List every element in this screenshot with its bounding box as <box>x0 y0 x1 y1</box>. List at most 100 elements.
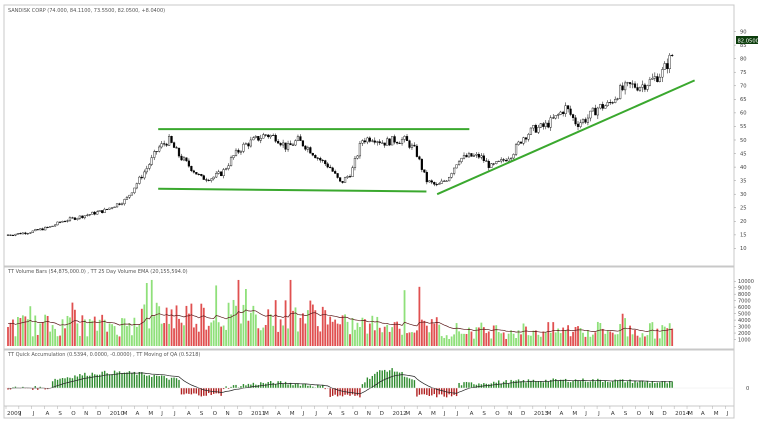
volume-bar <box>86 336 88 346</box>
qa-bar <box>144 375 145 388</box>
qa-bar <box>213 388 214 394</box>
volume-bar <box>282 325 284 346</box>
volume-bar <box>421 320 423 346</box>
qa-bar <box>448 388 449 394</box>
x-tick-label: M <box>123 411 128 417</box>
volume-bar <box>15 336 17 346</box>
qa-bar <box>161 375 162 388</box>
qa-bar <box>235 385 236 388</box>
candle <box>39 228 41 230</box>
x-tick-label: D <box>97 411 101 417</box>
volume-bar <box>329 317 331 346</box>
volume-bar <box>453 334 455 346</box>
x-tick-label: D <box>662 411 666 417</box>
volume-bar <box>59 336 61 346</box>
x-tick-label: J <box>584 411 587 417</box>
qa-bar <box>535 382 536 388</box>
volume-bar <box>314 310 316 346</box>
qa-bar <box>439 388 440 394</box>
qa-bar <box>84 373 85 388</box>
qa-bar <box>295 383 296 388</box>
volume-bar <box>394 322 396 346</box>
qa-bar <box>305 384 306 388</box>
volume-tick-label: 2000 <box>738 331 751 337</box>
volume-bar <box>533 331 535 346</box>
qa-bar <box>605 381 606 388</box>
volume-bar <box>257 328 259 346</box>
volume-bar <box>300 318 302 346</box>
qa-bar <box>505 380 506 388</box>
volume-bar <box>396 322 398 346</box>
x-tick-label: D <box>238 411 242 417</box>
qa-bar <box>280 381 281 388</box>
qa-bar <box>168 380 169 388</box>
qa-bar <box>386 372 387 388</box>
volume-bar <box>632 334 634 346</box>
qa-bar <box>94 374 95 388</box>
volume-bar <box>466 334 468 346</box>
qa-bar <box>624 382 625 388</box>
qa-bar <box>580 381 581 388</box>
qa-bar <box>379 370 380 388</box>
volume-bar <box>17 317 19 346</box>
volume-bar <box>309 301 311 346</box>
qa-bar <box>342 388 343 396</box>
volume-bar <box>34 316 36 346</box>
x-tick-label: J <box>19 411 22 417</box>
volume-bar <box>42 322 44 346</box>
x-tick-label: J <box>726 411 729 417</box>
volume-bar <box>49 332 51 346</box>
candle <box>52 226 54 227</box>
qa-bar <box>429 388 430 396</box>
volume-bar <box>156 303 158 346</box>
qa-panel-frame <box>4 350 734 406</box>
volume-bar <box>84 319 86 346</box>
candle <box>456 165 458 169</box>
volume-bar <box>200 304 202 346</box>
volume-bar <box>666 328 668 346</box>
qa-bar <box>421 388 422 394</box>
volume-bar <box>423 321 425 346</box>
volume-bar <box>62 319 64 346</box>
price-tick-label: 15 <box>740 233 747 239</box>
volume-bar <box>218 322 220 346</box>
volume-tick-label: 7000 <box>738 298 751 304</box>
volume-bar <box>381 332 383 346</box>
qa-bar <box>671 381 672 388</box>
qa-bar <box>106 373 107 388</box>
candle <box>619 84 621 100</box>
volume-bar <box>44 315 46 346</box>
x-tick-label: A <box>187 411 191 417</box>
qa-bar <box>233 385 234 388</box>
qa-bar <box>347 388 348 395</box>
volume-bar <box>461 334 463 346</box>
qa-bar <box>562 380 563 388</box>
volume-bar <box>647 335 649 346</box>
qa-bar <box>570 382 571 388</box>
qa-bar <box>62 378 63 388</box>
qa-bar <box>391 368 392 388</box>
qa-bar <box>82 375 83 388</box>
qa-bar <box>627 381 628 388</box>
candle <box>32 231 34 233</box>
qa-bar <box>359 388 360 397</box>
volume-bar <box>10 323 12 346</box>
volume-bar <box>342 315 344 346</box>
volume-bar <box>669 323 671 346</box>
qa-bar <box>424 388 425 394</box>
qa-bar <box>173 378 174 388</box>
volume-bar <box>597 322 599 346</box>
candle <box>471 153 473 157</box>
volume-bar <box>91 321 93 346</box>
price-tick-label: 40 <box>740 165 747 171</box>
qa-bar <box>300 386 301 388</box>
volume-tick-label: 8000 <box>738 292 751 298</box>
volume-bar <box>619 324 621 346</box>
qa-bar <box>530 381 531 388</box>
qa-bar <box>59 379 60 388</box>
qa-bar <box>632 383 633 388</box>
volume-bar <box>599 323 601 346</box>
candle <box>490 163 492 168</box>
qa-bar <box>176 378 177 388</box>
